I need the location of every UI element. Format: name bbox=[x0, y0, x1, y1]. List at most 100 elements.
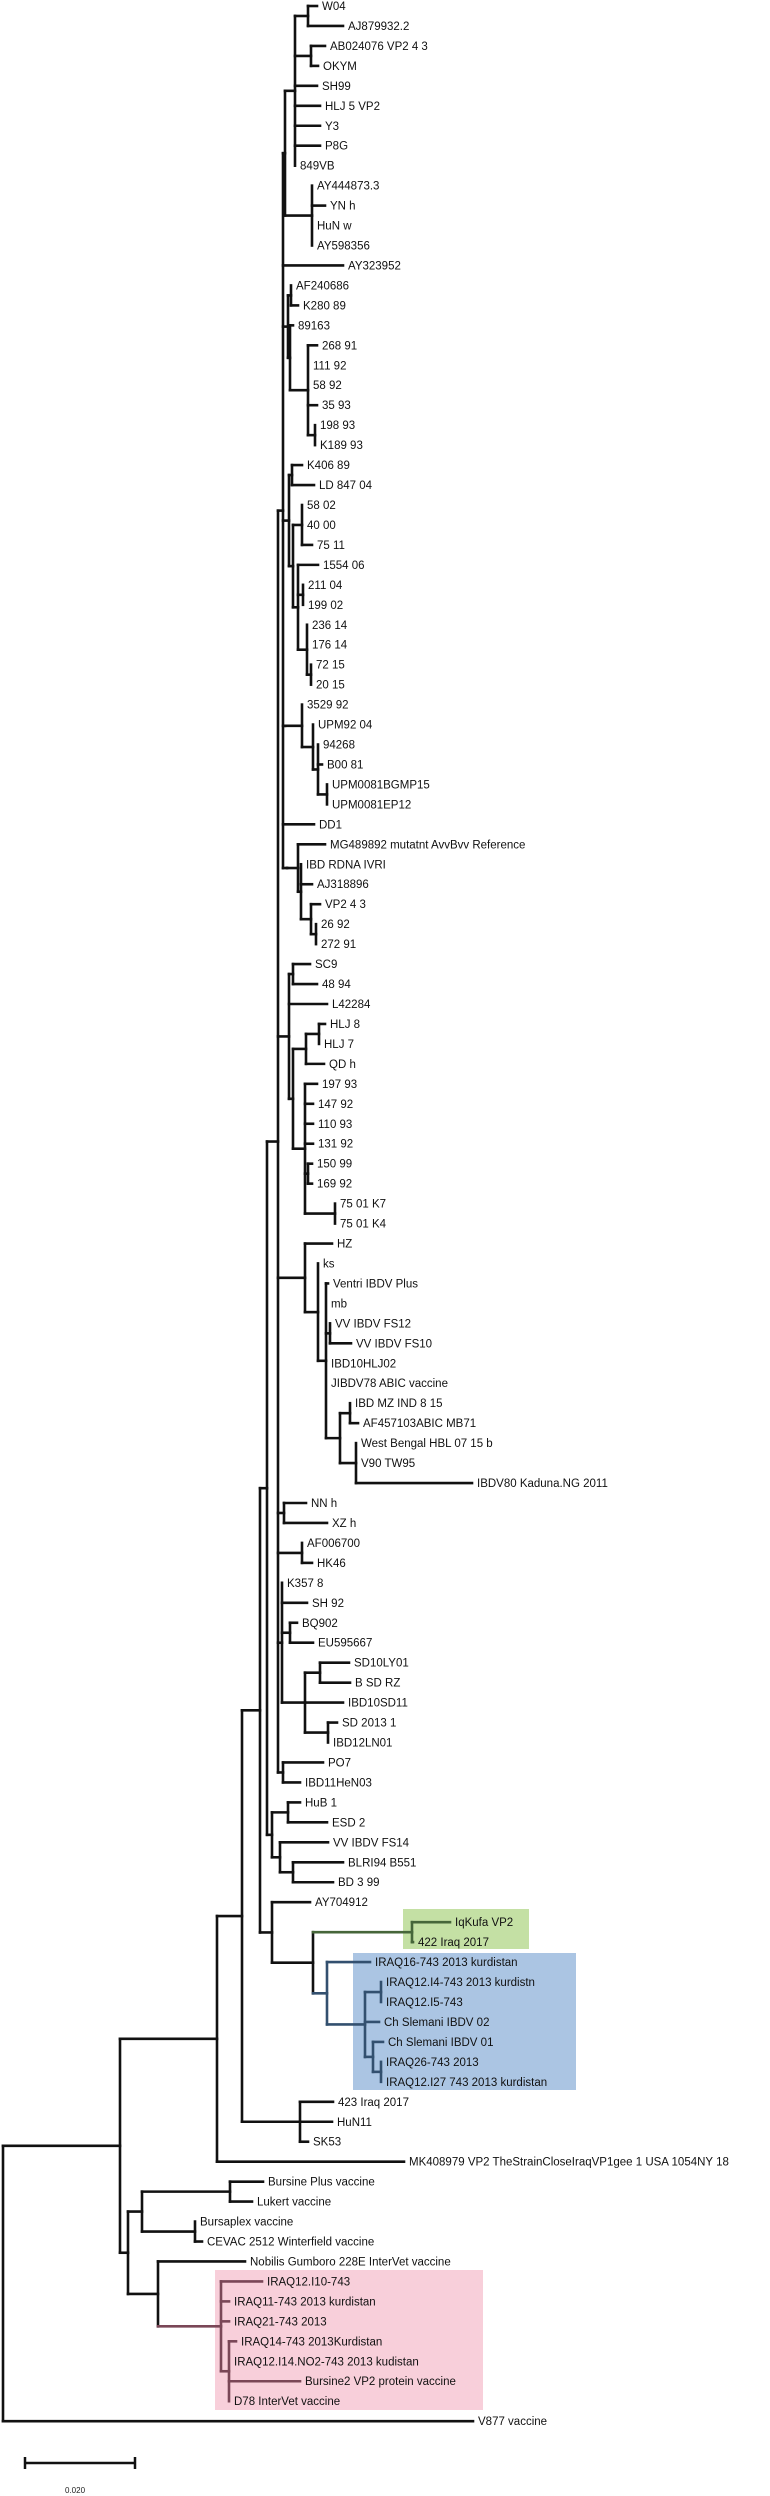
leaf-label: Nobilis Gumboro 228E InterVet vaccine bbox=[250, 2256, 451, 2268]
leaf-label: EU595667 bbox=[318, 1638, 372, 1650]
leaf-label: VV IBDV FS10 bbox=[356, 1338, 432, 1350]
leaf-label: AY444873.3 bbox=[317, 181, 379, 193]
leaf-label: K189 93 bbox=[320, 440, 363, 452]
leaf-label: 110 93 bbox=[318, 1119, 352, 1131]
leaf-label: IRAQ12.I4-743 2013 kurdistn bbox=[386, 1977, 535, 1989]
leaf-label: IRAQ14-743 2013Kurdistan bbox=[241, 2336, 382, 2348]
leaf-label: Y3 bbox=[325, 121, 339, 133]
leaf-label: D78 InterVet vaccine bbox=[234, 2396, 340, 2408]
leaf-label: SH 92 bbox=[312, 1598, 344, 1610]
leaf-label: 40 00 bbox=[307, 520, 336, 532]
leaf-label: K406 89 bbox=[307, 460, 350, 472]
leaf-label: IBD MZ IND 8 15 bbox=[355, 1398, 443, 1410]
leaf-label: ks bbox=[323, 1258, 335, 1270]
leaf-label: 75 01 K7 bbox=[340, 1199, 386, 1211]
leaf-label: OKYM bbox=[323, 61, 357, 73]
leaf-label: B SD RZ bbox=[355, 1678, 400, 1690]
leaf-label: IBD10SD11 bbox=[348, 1698, 408, 1710]
leaf-label: HLJ 8 bbox=[330, 1019, 360, 1031]
leaf-label: B00 81 bbox=[327, 759, 363, 771]
leaf-label: 94268 bbox=[323, 740, 355, 752]
leaf-label: QD h bbox=[329, 1059, 356, 1071]
leaf-label: AY323952 bbox=[348, 260, 401, 272]
leaf-label: SK53 bbox=[313, 2137, 341, 2149]
leaf-label: ESD 2 bbox=[332, 1817, 365, 1829]
leaf-label: Bursine Plus vaccine bbox=[268, 2177, 375, 2189]
leaf-label: Bursaplex vaccine bbox=[200, 2217, 293, 2229]
leaf-label: AY704912 bbox=[315, 1897, 368, 1909]
leaf-label: 268 91 bbox=[322, 340, 357, 352]
leaf-label: IBD11HeN03 bbox=[305, 1777, 372, 1789]
leaf-label: IqKufa VP2 bbox=[455, 1917, 513, 1929]
leaf-label: 169 92 bbox=[317, 1179, 352, 1191]
leaf-label: DD1 bbox=[319, 819, 342, 831]
leaf-label: AY598356 bbox=[317, 241, 370, 253]
leaf-label: 176 14 bbox=[312, 640, 348, 652]
leaf-label: mb bbox=[331, 1298, 347, 1310]
leaf-label: CEVAC 2512 Winterfield vaccine bbox=[207, 2237, 374, 2249]
leaf-label: IBDV80 Kaduna.NG 2011 bbox=[477, 1478, 608, 1490]
leaf-label: 236 14 bbox=[312, 620, 348, 632]
leaf-label: NN h bbox=[311, 1498, 337, 1510]
leaf-label: IRAQ26-743 2013 bbox=[386, 2057, 479, 2069]
leaf-label: 422 Iraq 2017 bbox=[418, 1937, 489, 1949]
leaf-label: 150 99 bbox=[317, 1159, 352, 1171]
highlight-box-blue bbox=[353, 1953, 576, 2090]
leaf-label: 211 04 bbox=[308, 580, 343, 592]
leaf-label: IRAQ12.I14.NO2-743 2013 kudistan bbox=[234, 2356, 419, 2368]
leaf-label: 58 02 bbox=[307, 500, 336, 512]
leaf-label: 20 15 bbox=[316, 680, 345, 692]
leaf-label: PO7 bbox=[328, 1757, 351, 1769]
leaf-label: 198 93 bbox=[320, 420, 355, 432]
highlight-boxes bbox=[215, 1909, 576, 2410]
leaf-label: L42284 bbox=[332, 999, 371, 1011]
leaf-label: 75 11 bbox=[317, 540, 345, 552]
leaf-label: V877 vaccine bbox=[478, 2416, 547, 2428]
leaf-label: West Bengal HBL 07 15 b bbox=[361, 1438, 493, 1450]
leaf-label: MK408979 VP2 TheStrainCloseIraqVP1gee 1 … bbox=[409, 2157, 729, 2169]
leaf-label: IBD10HLJ02 bbox=[331, 1358, 396, 1370]
highlight-box-green bbox=[403, 1909, 529, 1949]
leaf-label: 197 93 bbox=[322, 1079, 357, 1091]
leaf-label: AJ879932.2 bbox=[348, 21, 409, 33]
leaf-label: IRAQ11-743 2013 kurdistan bbox=[234, 2296, 376, 2308]
leaf-label: HK46 bbox=[317, 1558, 346, 1570]
leaf-label: AB024076 VP2 4 3 bbox=[330, 41, 428, 53]
leaf-label: IRAQ12.I5-743 bbox=[386, 1997, 463, 2009]
leaf-label: IRAQ12.I27 743 2013 kurdistan bbox=[386, 2077, 547, 2089]
leaf-label: 272 91 bbox=[321, 939, 356, 951]
leaf-label: Ventri IBDV Plus bbox=[333, 1278, 418, 1290]
leaf-label: BLRI94 B551 bbox=[348, 1857, 416, 1869]
leaf-label: SD 2013 1 bbox=[342, 1718, 396, 1730]
leaf-label: 48 94 bbox=[322, 979, 351, 991]
leaf-label: IRAQ12.I10-743 bbox=[267, 2276, 350, 2288]
branches bbox=[1, 4, 475, 2423]
leaf-label: BD 3 99 bbox=[338, 1877, 380, 1889]
leaf-label: 423 Iraq 2017 bbox=[338, 2097, 409, 2109]
leaf-label: MG489892 mutatnt AvvBvv Reference bbox=[330, 839, 525, 851]
leaf-label: VP2 4 3 bbox=[325, 899, 366, 911]
leaf-label: IBD RDNA IVRI bbox=[306, 859, 386, 871]
leaf-label: LD 847 04 bbox=[319, 480, 373, 492]
scale-bar-label: 0.020 bbox=[65, 2486, 86, 2495]
leaf-label: VV IBDV FS14 bbox=[333, 1837, 410, 1849]
scale-bar: 0.020 bbox=[23, 2457, 137, 2495]
leaf-label: K280 89 bbox=[303, 300, 346, 312]
leaf-label: AF006700 bbox=[307, 1538, 360, 1550]
leaf-label: SH99 bbox=[322, 81, 351, 93]
leaf-label: IRAQ21-743 2013 bbox=[234, 2316, 327, 2328]
leaf-label: 58 92 bbox=[313, 380, 342, 392]
leaf-label: UPM92 04 bbox=[318, 720, 373, 732]
leaf-label: IBD12LN01 bbox=[333, 1738, 392, 1750]
leaf-label: 147 92 bbox=[318, 1099, 353, 1111]
leaf-label: HuB 1 bbox=[305, 1797, 337, 1809]
leaf-label: Bursine2 VP2 protein vaccine bbox=[305, 2376, 456, 2388]
leaf-label: 35 93 bbox=[322, 400, 351, 412]
leaf-label: HLJ 5 VP2 bbox=[325, 101, 380, 113]
leaf-label: 75 01 K4 bbox=[340, 1219, 387, 1231]
leaf-label: HuN w bbox=[317, 221, 352, 233]
leaf-label: 26 92 bbox=[321, 919, 350, 931]
leaf-label: 131 92 bbox=[318, 1139, 353, 1151]
